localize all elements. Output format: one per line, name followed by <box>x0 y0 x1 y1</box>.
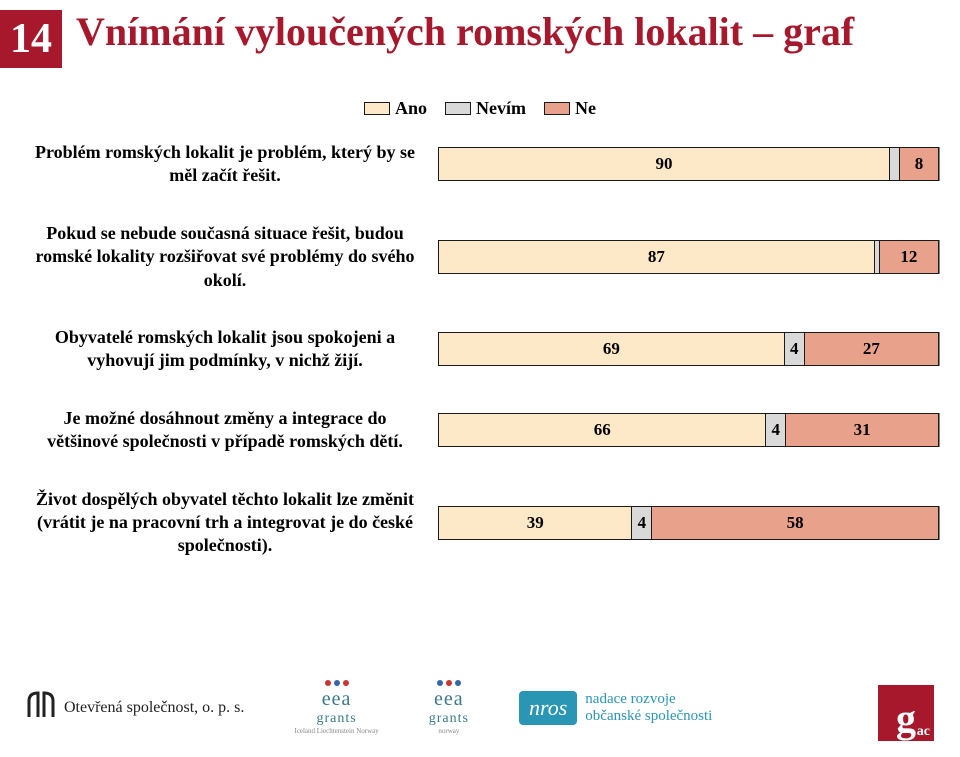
footer-logos: Otevřená společnost, o. p. s. eea grants… <box>26 680 934 735</box>
bar-segment: 8 <box>899 147 939 181</box>
chart-row: Problém romských lokalit je problém, kte… <box>26 141 940 188</box>
legend-swatch <box>445 102 471 115</box>
nros-mark: nros <box>519 691 577 725</box>
row-label: Problém romských lokalit je problém, kte… <box>26 141 438 188</box>
eea-text-2: eea <box>434 688 464 711</box>
chart-row: Je možné dosáhnout změny a integrace do … <box>26 407 940 454</box>
legend-item: Ne <box>544 98 596 119</box>
bar-track: 66431 <box>438 413 940 447</box>
bar-segment: 27 <box>804 332 939 366</box>
logo-nros: nros nadace rozvoje občanské společnosti <box>519 691 712 725</box>
logo-eea-grants-1: eea grants Iceland Liechtenstein Norway <box>294 680 378 735</box>
legend-swatch <box>364 102 390 115</box>
slide-title: Vnímání vyloučených romských lokalit – g… <box>76 10 854 54</box>
eea-caption: Iceland Liechtenstein Norway <box>294 727 378 735</box>
bar-segment: 66 <box>438 413 765 447</box>
row-label: Obyvatelé romských lokalit jsou spokojen… <box>26 326 438 373</box>
bar-segment: 12 <box>879 240 939 274</box>
chart-area: Problém romských lokalit je problém, kte… <box>0 141 960 558</box>
bar-segment: 69 <box>438 332 784 366</box>
eea-sub: grants <box>316 711 356 727</box>
bar-segment: 4 <box>784 332 804 366</box>
eea-text: eea <box>322 688 352 711</box>
chart-row: Obyvatelé romských lokalit jsou spokojen… <box>26 326 940 373</box>
gac-g: g <box>896 699 916 739</box>
legend-label: Ne <box>575 98 596 119</box>
eea-sub-2: grants <box>429 711 469 727</box>
bar-segment: 87 <box>438 240 874 274</box>
logo-text: Otevřená společnost, o. p. s. <box>64 699 244 717</box>
nros-line1: nadace rozvoje <box>585 691 712 708</box>
legend-swatch <box>544 102 570 115</box>
gac-ac: ac <box>917 725 930 739</box>
legend-item: Nevím <box>445 98 526 119</box>
bar-segment <box>889 147 899 181</box>
chart-row: Pokud se nebude současná situace řešit, … <box>26 222 940 292</box>
row-label: Pokud se nebude současná situace řešit, … <box>26 222 438 292</box>
bar-segment: 58 <box>651 506 939 540</box>
bar-segment: 4 <box>765 413 785 447</box>
chart-row: Život dospělých obyvatel těchto lokalit … <box>26 488 940 558</box>
bar-segment: 31 <box>785 413 939 447</box>
header: 14 Vnímání vyloučených romských lokalit … <box>0 0 960 68</box>
bar-segment: 90 <box>438 147 889 181</box>
bar-track: 39458 <box>438 506 940 540</box>
legend-label: Ano <box>395 98 427 119</box>
logo-eea-grants-2: eea grants norway <box>429 680 469 735</box>
nros-line2: občanské společnosti <box>585 708 712 725</box>
bar-track: 69427 <box>438 332 940 366</box>
row-label: Je možné dosáhnout změny a integrace do … <box>26 407 438 454</box>
gate-icon <box>26 689 56 727</box>
bar-track: 90 8 <box>438 147 940 181</box>
chart-legend: Ano Nevím Ne <box>0 98 960 119</box>
bar-segment: 39 <box>438 506 631 540</box>
slide-number-badge: 14 <box>0 10 62 68</box>
row-label: Život dospělých obyvatel těchto lokalit … <box>26 488 438 558</box>
legend-item: Ano <box>364 98 427 119</box>
bar-track: 8712 <box>438 240 940 274</box>
legend-label: Nevím <box>476 98 526 119</box>
logo-otevrena-spolecnost: Otevřená společnost, o. p. s. <box>26 689 244 727</box>
eea-caption-2: norway <box>438 727 459 735</box>
logo-gac: g ac <box>878 685 934 741</box>
bar-segment: 4 <box>631 506 651 540</box>
